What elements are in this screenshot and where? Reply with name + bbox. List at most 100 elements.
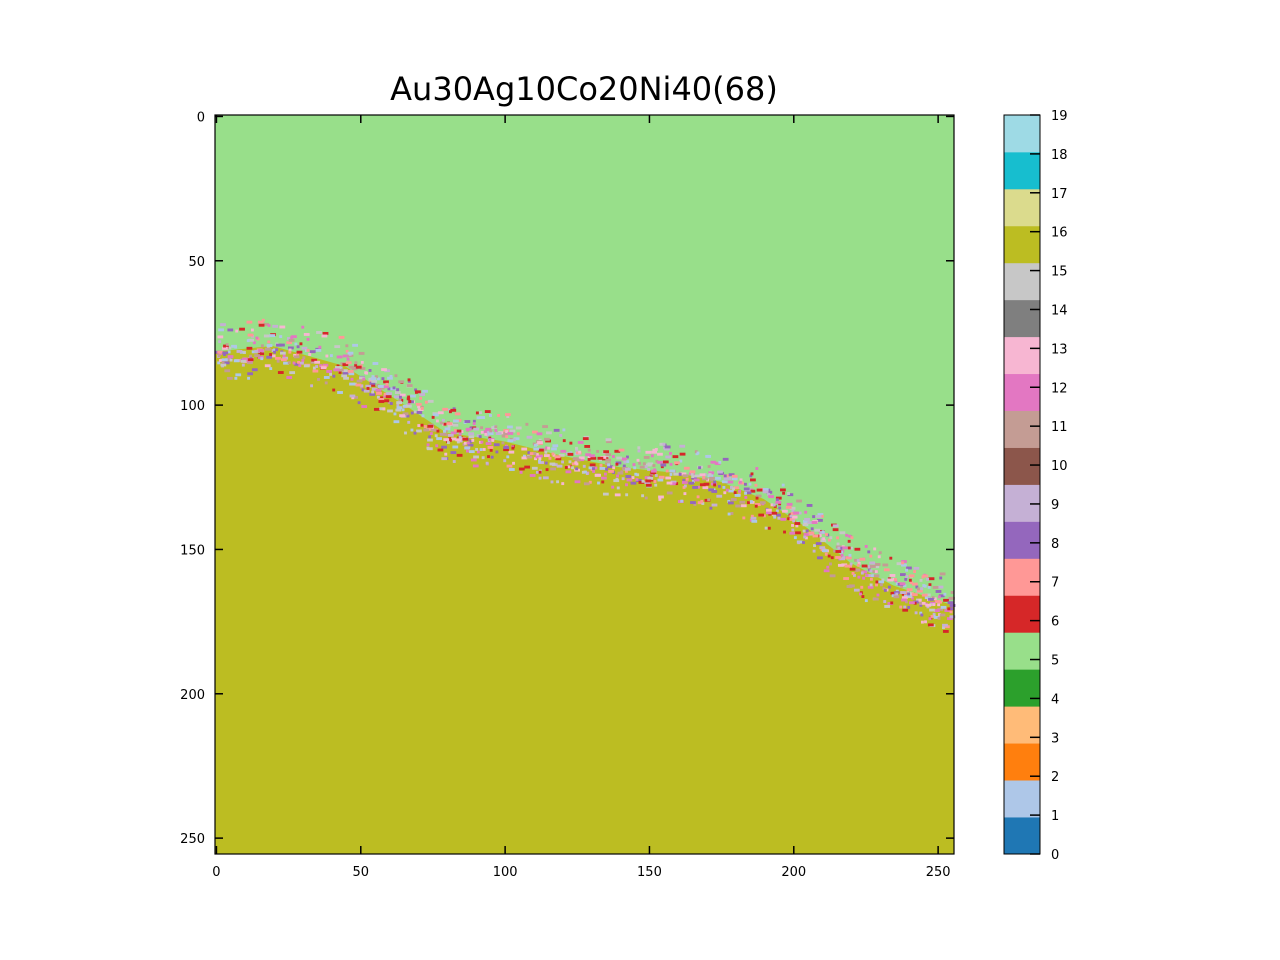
speckle-cell <box>542 476 549 480</box>
speckle-cell <box>783 530 786 534</box>
speckle-cell <box>789 514 793 518</box>
speckle-cell <box>341 374 348 378</box>
speckle-cell <box>657 452 663 456</box>
speckle-cell <box>754 483 758 487</box>
speckle-cell <box>400 398 404 402</box>
x-tick-label: 200 <box>781 865 806 880</box>
speckle-cell <box>222 351 229 355</box>
speckle-cell <box>864 544 868 548</box>
speckle-cell <box>534 457 538 461</box>
speckle-cell <box>349 394 356 398</box>
speckle-cell <box>723 474 727 478</box>
speckle-cell <box>323 376 330 379</box>
speckle-cell <box>453 428 457 432</box>
speckle-cell <box>782 509 788 513</box>
speckle-cell <box>810 527 814 531</box>
speckle-cell <box>547 446 551 450</box>
speckle-cell <box>773 514 777 517</box>
speckle-cell <box>708 471 715 475</box>
speckle-cell <box>795 531 801 535</box>
speckle-cell <box>934 609 940 613</box>
speckle-cell <box>878 551 882 555</box>
speckle-cell <box>453 419 459 423</box>
speckle-cell <box>762 488 769 491</box>
colorbar-tick-label: 0 <box>1051 848 1059 863</box>
speckle-cell <box>775 498 779 502</box>
speckle-cell <box>246 320 253 324</box>
speckle-cell <box>489 448 493 452</box>
speckle-cell <box>714 462 721 465</box>
speckle-cell <box>733 486 740 490</box>
speckle-cell <box>251 368 258 372</box>
speckle-cell <box>258 349 264 353</box>
speckle-cell <box>848 534 851 538</box>
speckle-cell <box>347 370 354 373</box>
x-tick-label: 100 <box>493 865 518 880</box>
speckle-cell <box>605 438 612 442</box>
speckle-cell <box>778 506 782 510</box>
speckle-cell <box>894 578 897 581</box>
speckle-cell <box>665 476 672 480</box>
speckle-cell <box>662 460 669 464</box>
speckle-cell <box>381 377 385 381</box>
speckle-cell <box>674 461 680 465</box>
speckle-cell <box>654 483 658 487</box>
speckle-cell <box>446 422 453 425</box>
speckle-cell <box>711 490 718 493</box>
speckle-cell <box>645 450 652 454</box>
speckle-cell <box>644 496 648 500</box>
speckle-cell <box>887 578 894 582</box>
speckle-cell <box>387 409 393 413</box>
speckle-cell <box>575 446 578 450</box>
speckle-cell <box>678 473 682 476</box>
speckle-cell <box>317 377 320 381</box>
speckle-cell <box>309 350 316 354</box>
speckle-cell <box>533 447 540 451</box>
speckle-cell <box>507 425 513 429</box>
speckle-cell <box>332 388 336 392</box>
speckle-cell <box>513 437 520 441</box>
x-tick-label: 0 <box>212 865 220 880</box>
speckle-cell <box>488 436 492 440</box>
speckle-cell <box>263 334 270 338</box>
speckle-cell <box>824 552 828 556</box>
speckle-cell <box>491 439 495 442</box>
colorbar-segment <box>1004 299 1040 338</box>
speckle-cell <box>670 480 677 484</box>
speckle-cell <box>883 588 887 592</box>
speckle-cell <box>224 369 231 373</box>
speckle-cell <box>605 467 609 471</box>
speckle-cell <box>664 445 671 449</box>
speckle-cell <box>333 368 340 372</box>
speckle-cell <box>796 499 802 503</box>
speckle-cell <box>485 461 489 465</box>
colorbar-tick-label: 1 <box>1051 809 1059 824</box>
speckle-cell <box>645 479 652 483</box>
speckle-cell <box>542 425 548 429</box>
speckle-cell <box>561 460 565 464</box>
speckle-cell <box>248 338 255 342</box>
speckle-cell <box>832 528 839 532</box>
speckle-cell <box>854 547 861 551</box>
speckle-cell <box>814 528 821 532</box>
speckle-cell <box>538 470 542 474</box>
speckle-cell <box>932 586 939 589</box>
speckle-cell <box>922 574 929 578</box>
colorbar-segment <box>1004 151 1040 190</box>
speckle-cell <box>829 562 832 566</box>
speckle-cell <box>943 598 949 602</box>
colorbar-tick-label: 10 <box>1051 459 1068 474</box>
speckle-cell <box>602 492 609 496</box>
speckle-cell <box>821 549 828 553</box>
speckle-cell <box>482 448 486 451</box>
speckle-cell <box>694 474 700 478</box>
speckle-cell <box>647 476 654 480</box>
speckle-cell <box>744 482 747 486</box>
speckle-cell <box>626 460 630 464</box>
speckle-cell <box>299 342 303 346</box>
speckle-cell <box>371 387 378 391</box>
speckle-cell <box>462 437 469 441</box>
speckle-cell <box>841 563 848 567</box>
speckle-cell <box>322 331 329 335</box>
speckle-cell <box>794 522 801 525</box>
